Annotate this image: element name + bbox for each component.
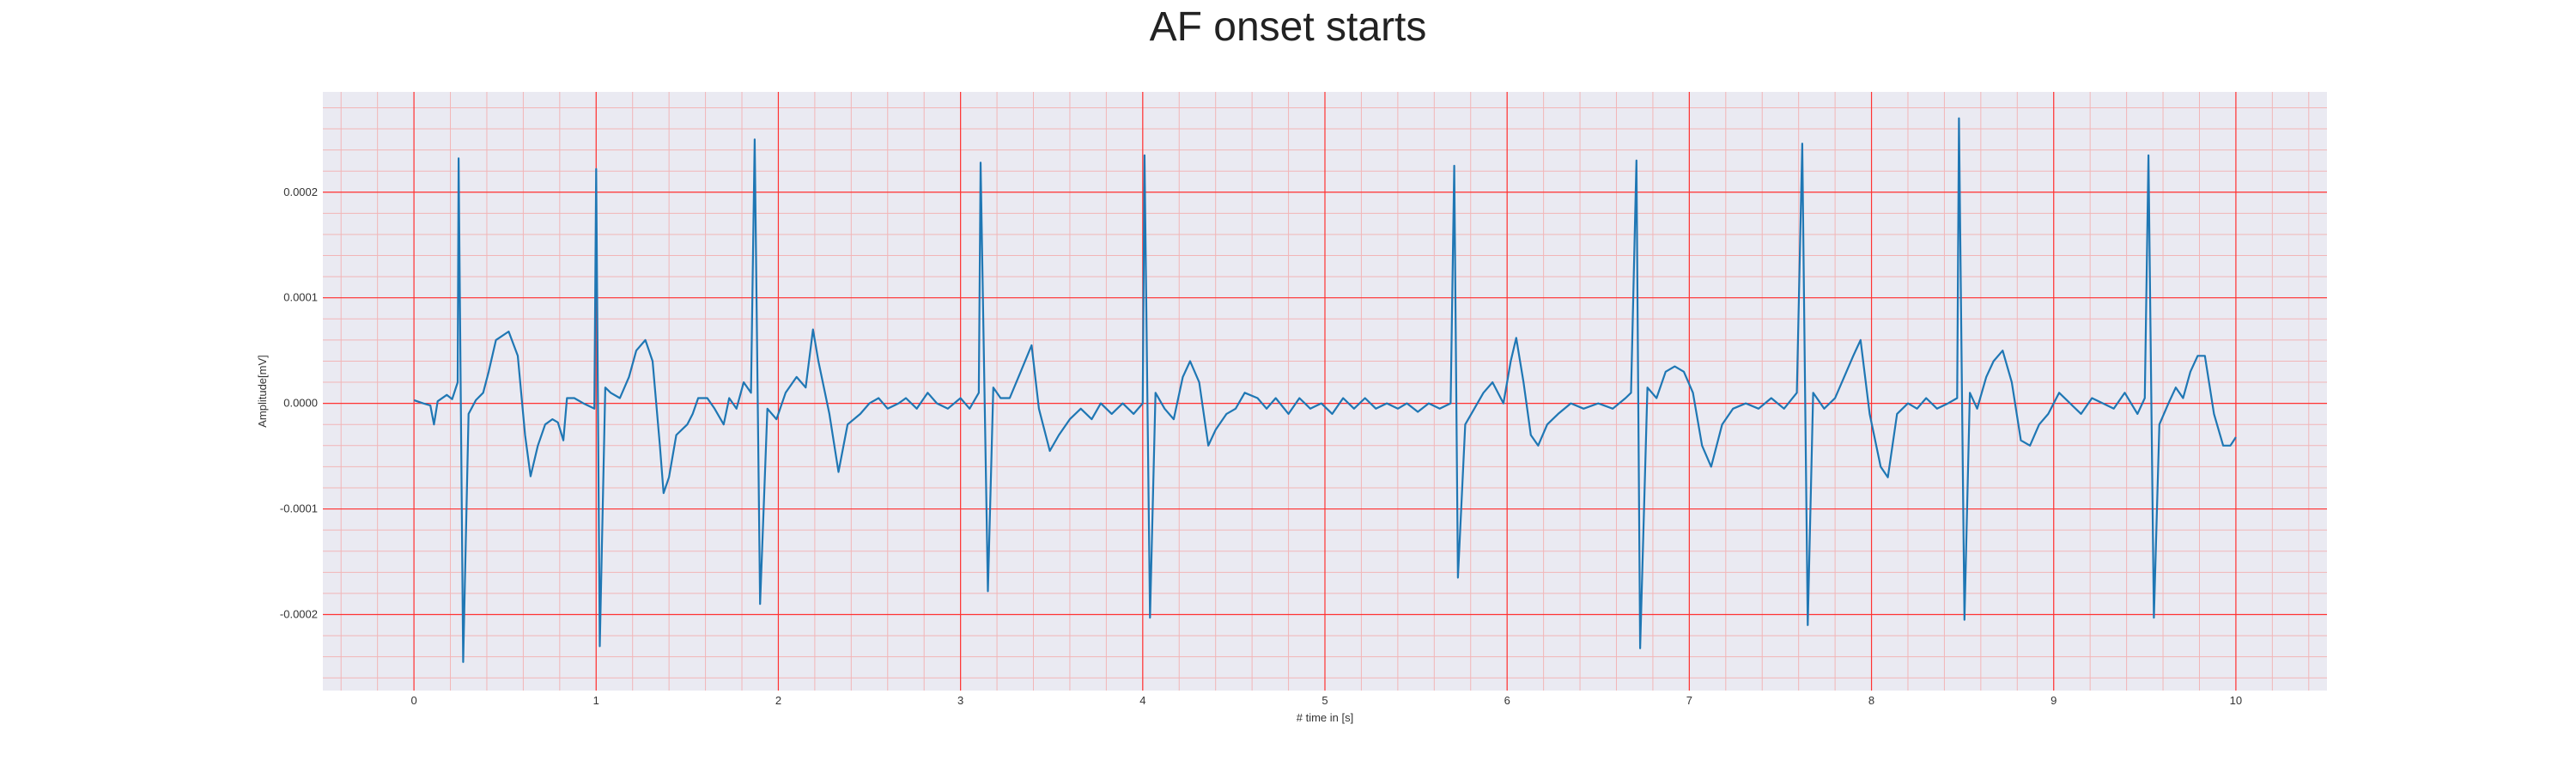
y-tick-label: -0.0002 <box>280 607 318 620</box>
x-tick-label: 6 <box>1504 694 1510 707</box>
x-tick-label: 8 <box>1868 694 1874 707</box>
x-tick-label: 10 <box>2230 694 2242 707</box>
x-tick-label: 0 <box>410 694 416 707</box>
x-tick-label: 7 <box>1686 694 1692 707</box>
y-axis-label: Amplitude[mV] <box>256 355 269 428</box>
y-tick-label: 0.0002 <box>283 186 318 198</box>
x-tick-label: 3 <box>957 694 963 707</box>
x-tick-label: 4 <box>1139 694 1145 707</box>
y-tick-label: 0.0000 <box>283 397 318 410</box>
y-tick-label: -0.0001 <box>280 502 318 515</box>
series-line-0 <box>413 117 2237 663</box>
chart-title: AF onset starts <box>1149 4 1427 50</box>
x-tick-label: 2 <box>775 694 781 707</box>
x-tick-label: 5 <box>1321 694 1327 707</box>
y-tick-label: 0.0001 <box>283 291 318 304</box>
x-axis-label: # time in [s] <box>1297 711 1353 724</box>
x-tick-label: 1 <box>593 694 599 707</box>
x-tick-label: 9 <box>2050 694 2057 707</box>
